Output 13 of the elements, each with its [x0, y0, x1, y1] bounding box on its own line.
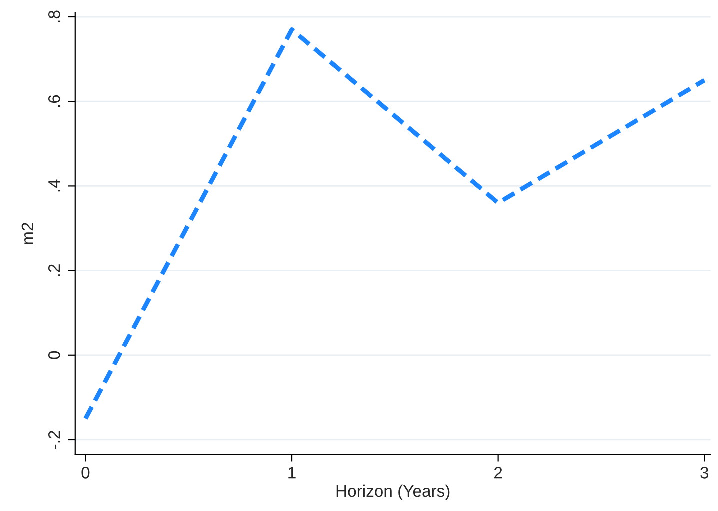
y-tick-label: .4: [48, 180, 60, 192]
x-axis-title: Horizon (Years): [336, 484, 450, 500]
y-axis-title: m2: [22, 223, 34, 244]
x-tick-label: 0: [82, 467, 90, 479]
y-tick-label: 0: [48, 351, 60, 360]
x-tick-label: 3: [700, 467, 709, 479]
y-tick-label: .8: [48, 10, 60, 22]
x-tick-label: 2: [494, 467, 502, 479]
y-tick-label: .6: [48, 95, 60, 108]
x-tick-label: 1: [288, 467, 296, 479]
y-tick-label: -.2: [48, 431, 60, 449]
line-series: [83, 27, 707, 422]
y-tick-label: .2: [48, 264, 60, 276]
